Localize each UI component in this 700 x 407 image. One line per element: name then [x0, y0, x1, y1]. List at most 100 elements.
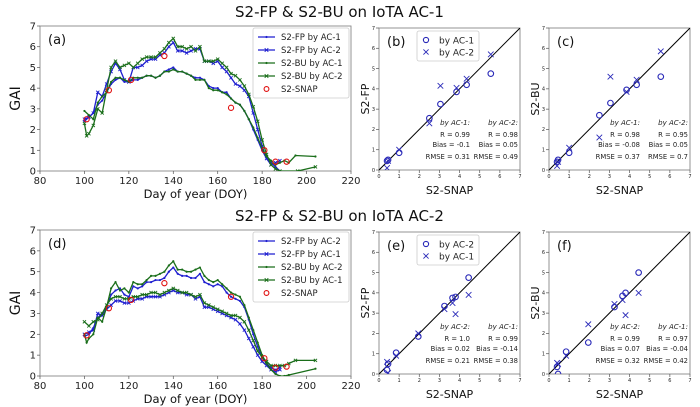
- data-point: [596, 111, 603, 119]
- data-point: [251, 104, 256, 109]
- data-point: [224, 311, 229, 316]
- data-point: [171, 286, 176, 291]
- legend-item: by AC-2: [423, 49, 474, 59]
- data-point: [441, 305, 448, 313]
- data-point: [149, 281, 153, 284]
- data-point: [154, 76, 157, 79]
- data-point: [278, 374, 282, 376]
- legend-frame: [252, 231, 350, 303]
- data-point: [149, 274, 153, 277]
- series-by-ac-1: [553, 73, 665, 166]
- stats-rmse: RMSE = 0.37: [596, 153, 640, 161]
- data-point: [224, 65, 229, 70]
- stats-heading: by AC-2:: [440, 323, 470, 331]
- data-point: [202, 301, 207, 305]
- data-point: [313, 164, 318, 169]
- data-point: [180, 48, 185, 53]
- data-point: [175, 44, 180, 49]
- legend-item: S2-FP by AC-1: [258, 33, 341, 43]
- data-point: [383, 358, 391, 365]
- data-point: [189, 276, 193, 280]
- y-tick-label: 3: [30, 104, 36, 115]
- legend-marker: [265, 61, 268, 65]
- data-point: [92, 333, 95, 336]
- data-point: [426, 120, 433, 127]
- data-point: [194, 268, 197, 271]
- data-point: [225, 291, 228, 294]
- series-by-ac-1: [383, 70, 495, 165]
- data-point: [95, 90, 100, 95]
- data-point: [109, 293, 113, 296]
- data-point: [189, 44, 193, 49]
- data-point: [181, 274, 184, 277]
- data-point: [202, 305, 207, 310]
- x-tick-label: 220: [341, 176, 360, 187]
- data-point: [166, 288, 171, 293]
- data-point: [198, 76, 202, 79]
- data-point: [158, 51, 162, 55]
- data-point: [123, 78, 126, 81]
- data-point: [274, 372, 277, 376]
- data-point: [180, 44, 185, 49]
- data-point: [184, 46, 189, 51]
- data-point: [206, 303, 211, 308]
- x-tick-label: 160: [208, 176, 227, 187]
- y-tick-label: 2: [372, 127, 375, 133]
- y-tick-label: 7: [542, 230, 545, 236]
- x-tick-label: 5: [478, 174, 481, 180]
- data-point: [607, 99, 614, 107]
- x-tick-label: 2: [418, 174, 421, 180]
- data-point: [189, 270, 193, 273]
- data-point: [163, 270, 166, 273]
- stats-bias: Bias = -0.14: [476, 345, 518, 353]
- stats-r: R = 0.95: [658, 131, 688, 139]
- legend-frame: [416, 30, 480, 62]
- data-point: [184, 51, 189, 55]
- x-axis-label: S2-SNAP: [426, 184, 474, 197]
- data-point: [212, 281, 215, 284]
- legend-label: S2-FP by AC-1: [281, 33, 341, 43]
- data-point: [234, 101, 237, 104]
- y-tick-label: 3: [542, 311, 545, 317]
- legend-label: S2-BU by AC-1: [281, 276, 343, 286]
- x-tick-label: 4: [458, 174, 461, 180]
- y-tick-label: 4: [372, 87, 375, 93]
- data-point: [622, 312, 629, 319]
- data-point: [141, 283, 144, 286]
- data-point: [242, 84, 247, 88]
- x-tick-label: 180: [253, 381, 272, 392]
- data-point: [149, 294, 153, 299]
- legend-frame: [416, 234, 480, 266]
- stats-bias: Bias = 0.07: [601, 345, 640, 353]
- data-point: [96, 101, 99, 104]
- data-point: [449, 299, 456, 307]
- data-point: [136, 78, 139, 81]
- legend-label: S2-BU by AC-2: [281, 263, 343, 273]
- data-point: [122, 296, 127, 301]
- y-tick-label: 7: [30, 226, 36, 237]
- data-point: [198, 44, 202, 49]
- stats-r: R = 0.99: [440, 131, 470, 139]
- data-point: [189, 48, 193, 53]
- data-point: [623, 86, 630, 94]
- data-point: [113, 59, 118, 64]
- x-tick-label: 140: [164, 381, 183, 392]
- series-s2-fp-by-ac-2: [83, 266, 282, 371]
- data-point: [269, 368, 273, 371]
- data-point: [278, 366, 282, 369]
- data-point: [596, 134, 603, 141]
- data-point: [184, 290, 189, 295]
- data-point: [132, 281, 135, 284]
- data-point: [198, 292, 202, 297]
- legend-label: S2-FP by AC-2: [281, 237, 341, 247]
- data-point: [140, 63, 145, 68]
- panel-label: (e): [387, 239, 405, 254]
- y-tick-label: 5: [372, 270, 375, 276]
- data-point: [278, 161, 282, 164]
- y-tick-label: 0: [372, 372, 375, 378]
- data-point: [212, 87, 215, 90]
- stats-rmse: RMSE = 0.7: [648, 153, 688, 161]
- legend-item: S2-SNAP: [263, 289, 318, 299]
- legend-marker: [263, 86, 270, 92]
- plot-area: [549, 28, 690, 170]
